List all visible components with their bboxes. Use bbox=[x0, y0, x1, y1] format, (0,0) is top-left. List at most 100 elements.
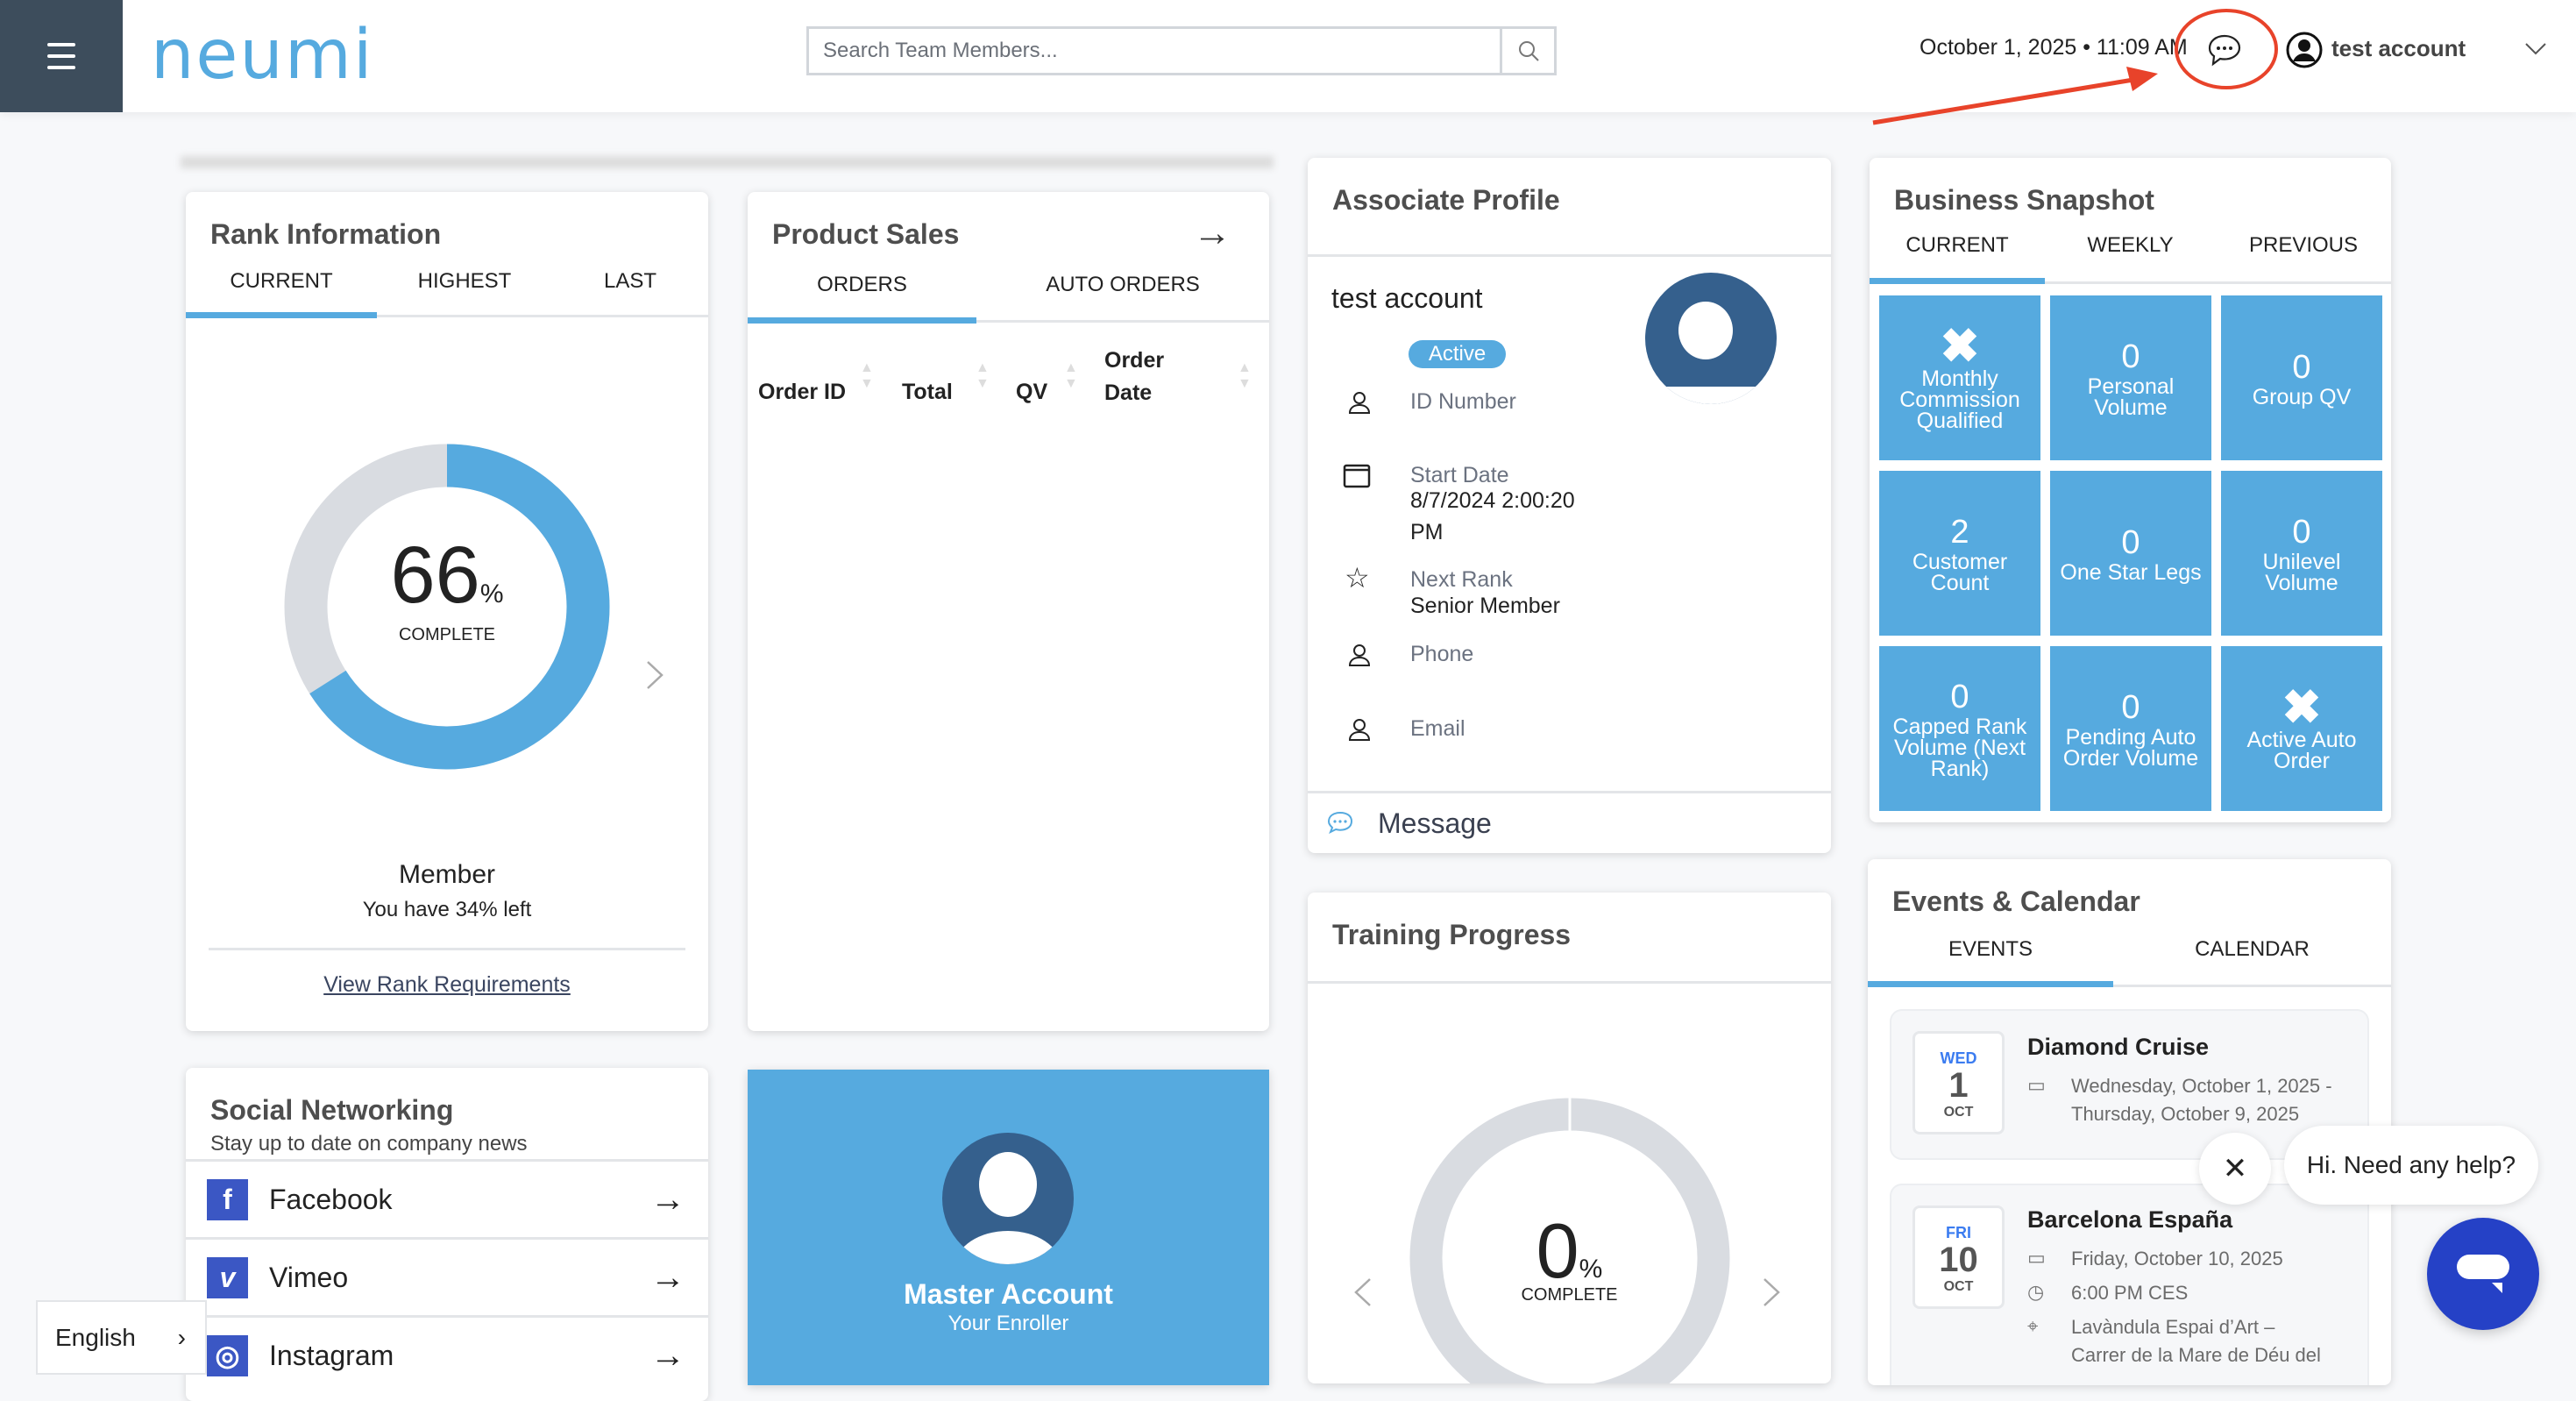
social-link-facebook[interactable]: f Facebook → bbox=[186, 1162, 708, 1237]
tab-orders[interactable]: ORDERS bbox=[817, 273, 907, 296]
language-selector[interactable]: English › bbox=[36, 1300, 207, 1375]
user-avatar-icon[interactable] bbox=[2286, 32, 2323, 68]
tab-last[interactable]: LAST bbox=[603, 269, 657, 293]
card-title: Training Progress bbox=[1332, 919, 1572, 950]
id-number-label: ID Number bbox=[1410, 389, 1516, 414]
event-date-line: Wednesday, October 1, 2025 - bbox=[2071, 1075, 2332, 1097]
divider bbox=[186, 1159, 708, 1162]
active-tab-indicator bbox=[1868, 981, 2113, 987]
chevron-down-icon[interactable] bbox=[2524, 42, 2547, 56]
profile-avatar[interactable] bbox=[1645, 273, 1777, 404]
associate-profile-card: Associate Profile test account Active ID… bbox=[1308, 158, 1831, 853]
column-order-date[interactable]: Order Date bbox=[1104, 348, 1164, 406]
event-date-badge: FRI 10 OCT bbox=[1912, 1205, 2005, 1309]
message-icon bbox=[1327, 811, 1353, 834]
business-snapshot-card: Business Snapshot CURRENT WEEKLY PREVIOU… bbox=[1870, 158, 2391, 822]
tab-divider bbox=[1868, 985, 2391, 987]
arrow-right-icon[interactable]: → bbox=[1193, 211, 1231, 254]
snapshot-tile[interactable]: ✖ Active Auto Order bbox=[2221, 646, 2382, 811]
event-month: OCT bbox=[1943, 1105, 1974, 1120]
tab-current[interactable]: CURRENT bbox=[230, 269, 333, 293]
open-chat-button[interactable] bbox=[2427, 1218, 2539, 1330]
chevron-right-icon[interactable] bbox=[1762, 1277, 1781, 1308]
event-date: Wednesday, October 1, 2025 - Thursday, Oc… bbox=[2071, 1072, 2332, 1128]
clock-icon: ◷ bbox=[2027, 1281, 2045, 1303]
view-rank-requirements-link[interactable]: View Rank Requirements bbox=[323, 972, 571, 997]
snapshot-tile[interactable]: ✖ Monthly Commission Qualified bbox=[1879, 295, 2040, 460]
tile-label: Personal Volume bbox=[2087, 374, 2175, 420]
sort-icon[interactable]: ▲ ▼ bbox=[1238, 360, 1252, 391]
snapshot-tile[interactable]: 0 Capped Rank Volume (Next Rank) bbox=[1879, 646, 2040, 811]
enroller-card[interactable]: Master Account Your Enroller bbox=[748, 1070, 1269, 1385]
tab-events[interactable]: EVENTS bbox=[1948, 937, 2033, 961]
loading-placeholder-bar bbox=[181, 156, 1274, 168]
calendar-icon: ▭ bbox=[2027, 1074, 2046, 1096]
active-tab-indicator bbox=[748, 317, 976, 324]
vimeo-icon: v bbox=[207, 1256, 248, 1298]
sort-icon[interactable]: ▲ ▼ bbox=[976, 360, 990, 391]
rank-name: Member bbox=[398, 860, 496, 889]
training-progress-donut bbox=[1409, 1098, 1730, 1383]
card-title: Business Snapshot bbox=[1894, 184, 2154, 216]
tab-previous[interactable]: PREVIOUS bbox=[2248, 233, 2359, 257]
facebook-icon: f bbox=[207, 1178, 248, 1220]
social-link-vimeo[interactable]: v Vimeo → bbox=[186, 1240, 708, 1315]
chevron-right-icon[interactable] bbox=[645, 659, 664, 691]
divider bbox=[186, 1315, 708, 1318]
event-location: Lavàndula Espai d’Art – Carrer de la Mare… bbox=[2071, 1313, 2321, 1369]
training-progress-card: Training Progress 0% COMPLETE bbox=[1308, 893, 1831, 1383]
search-button[interactable] bbox=[1500, 29, 1554, 73]
logo[interactable]: neumi bbox=[151, 16, 374, 95]
snapshot-tile[interactable]: 0 Pending Auto Order Volume bbox=[2050, 646, 2211, 811]
social-name: Instagram bbox=[269, 1339, 394, 1371]
snapshot-tile[interactable]: 0 Unilevel Volume bbox=[2221, 471, 2382, 636]
menu-toggle-button[interactable] bbox=[0, 0, 123, 112]
tab-current[interactable]: CURRENT bbox=[1905, 233, 2009, 257]
social-link-instagram[interactable]: ◎ Instagram → bbox=[186, 1318, 708, 1393]
column-qv[interactable]: QV bbox=[1016, 380, 1048, 404]
column-total[interactable]: Total bbox=[902, 380, 953, 404]
tab-highest[interactable]: HIGHEST bbox=[417, 269, 512, 293]
tab-weekly[interactable]: WEEKLY bbox=[2087, 233, 2174, 257]
message-label: Message bbox=[1378, 807, 1492, 839]
chat-bubble-icon bbox=[2457, 1255, 2509, 1293]
tile-value: 0 bbox=[2292, 514, 2311, 551]
rank-percent: 66% bbox=[186, 530, 708, 622]
event-day: 10 bbox=[1939, 1241, 1978, 1279]
percent-value: 0 bbox=[1536, 1207, 1579, 1294]
email-label: Email bbox=[1410, 716, 1465, 741]
event-item[interactable]: FRI 10 OCT Barcelona España ▭ Friday, Oc… bbox=[1890, 1184, 2369, 1385]
snapshot-tile[interactable]: 0 Personal Volume bbox=[2050, 295, 2211, 460]
message-button[interactable]: Message bbox=[1308, 793, 1831, 853]
snapshot-tile[interactable]: 2 Customer Count bbox=[1879, 471, 2040, 636]
status-badge: Active bbox=[1409, 340, 1506, 368]
event-date: Friday, October 10, 2025 bbox=[2071, 1248, 2283, 1269]
x-mark-icon: ✖ bbox=[1940, 320, 1980, 373]
card-title: Product Sales bbox=[772, 218, 960, 250]
user-icon bbox=[1348, 644, 1371, 666]
snapshot-tile[interactable]: 0 Group QV bbox=[2221, 295, 2382, 460]
current-datetime: October 1, 2025 • 11:09 AM bbox=[1920, 35, 2188, 60]
sort-icon[interactable]: ▲ ▼ bbox=[860, 360, 874, 391]
username[interactable]: test account bbox=[2331, 35, 2466, 61]
arrow-right-icon: → bbox=[650, 1335, 685, 1375]
tile-value: 0 bbox=[2121, 524, 2140, 561]
tab-auto-orders[interactable]: AUTO ORDERS bbox=[1046, 273, 1200, 296]
tab-calendar[interactable]: CALENDAR bbox=[2195, 937, 2310, 961]
snapshot-tile[interactable]: 0 One Star Legs bbox=[2050, 471, 2211, 636]
event-day: 1 bbox=[1948, 1066, 1969, 1105]
divider bbox=[209, 948, 685, 950]
event-item[interactable]: WED 1 OCT Diamond Cruise ▭ Wednesday, Oc… bbox=[1890, 1009, 2369, 1160]
chevron-left-icon[interactable] bbox=[1353, 1277, 1373, 1308]
search-bar bbox=[806, 26, 1557, 75]
event-date-badge: WED 1 OCT bbox=[1912, 1031, 2005, 1134]
event-location-line: Carrer de la Mare de Déu del bbox=[2071, 1344, 2321, 1366]
tile-value: 0 bbox=[2121, 338, 2140, 375]
chat-greeting-bubble[interactable]: Hi. Need any help? bbox=[2284, 1126, 2538, 1205]
language-label: English bbox=[55, 1323, 136, 1351]
search-input[interactable] bbox=[809, 29, 1500, 73]
close-chat-bubble-button[interactable]: ✕ bbox=[2199, 1133, 2271, 1205]
chat-icon[interactable] bbox=[2207, 33, 2242, 67]
column-order-id[interactable]: Order ID bbox=[758, 380, 847, 404]
sort-icon[interactable]: ▲ ▼ bbox=[1064, 360, 1078, 391]
